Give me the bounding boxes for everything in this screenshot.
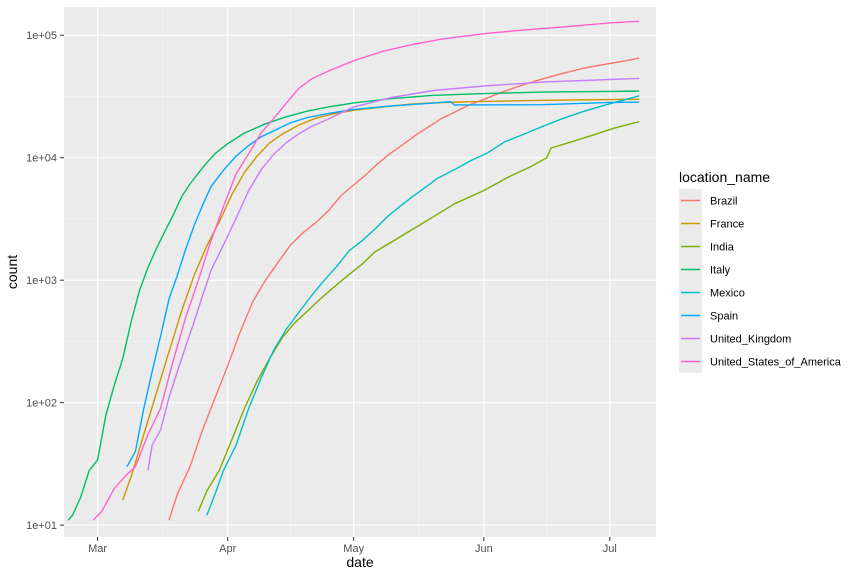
series-line-spain — [126, 100, 640, 468]
y-tick-label: 1e+02 — [26, 398, 57, 410]
legend-label: Spain — [710, 311, 738, 323]
series-layer — [67, 20, 640, 521]
y-axis: 1e+01 1e+02 1e+03 1e+04 1e+05 — [26, 30, 64, 532]
y-tick-label: 1e+03 — [26, 275, 57, 287]
series-line-united-kingdom — [147, 77, 640, 471]
legend-label: Brazil — [710, 196, 738, 208]
legend-label: France — [710, 219, 744, 231]
y-axis-title: count — [4, 255, 20, 289]
x-tick-label: May — [343, 543, 364, 555]
series-line-india — [197, 120, 640, 512]
x-tick-label: Apr — [219, 543, 236, 555]
x-tick-label: Jun — [475, 543, 493, 555]
legend: location_name Brazil France India Italy Mexi… — [679, 169, 842, 373]
legend-label: United_States_of_America — [710, 357, 842, 369]
series-line-mexico — [206, 95, 640, 516]
legend-title: location_name — [679, 169, 770, 185]
y-tick-label: 1e+01 — [26, 520, 57, 532]
legend-label: Mexico — [710, 288, 745, 300]
legend-label: United_Kingdom — [710, 334, 791, 346]
series-line-united-states-of-america — [92, 20, 640, 521]
y-tick-label: 1e+05 — [26, 30, 57, 42]
y-tick-label: 1e+04 — [26, 153, 57, 165]
grid-minor — [64, 7, 656, 537]
legend-label: India — [710, 242, 735, 254]
x-axis-title: date — [346, 554, 373, 570]
legend-items: Brazil France India Italy Mexico Spain United_… — [679, 189, 842, 373]
x-tick-label: Jul — [603, 543, 617, 555]
plot-panel — [64, 7, 656, 537]
legend-label: Italy — [710, 265, 731, 277]
x-axis: Mar Apr May Jun Jul — [88, 537, 617, 555]
x-tick-label: Mar — [88, 543, 107, 555]
